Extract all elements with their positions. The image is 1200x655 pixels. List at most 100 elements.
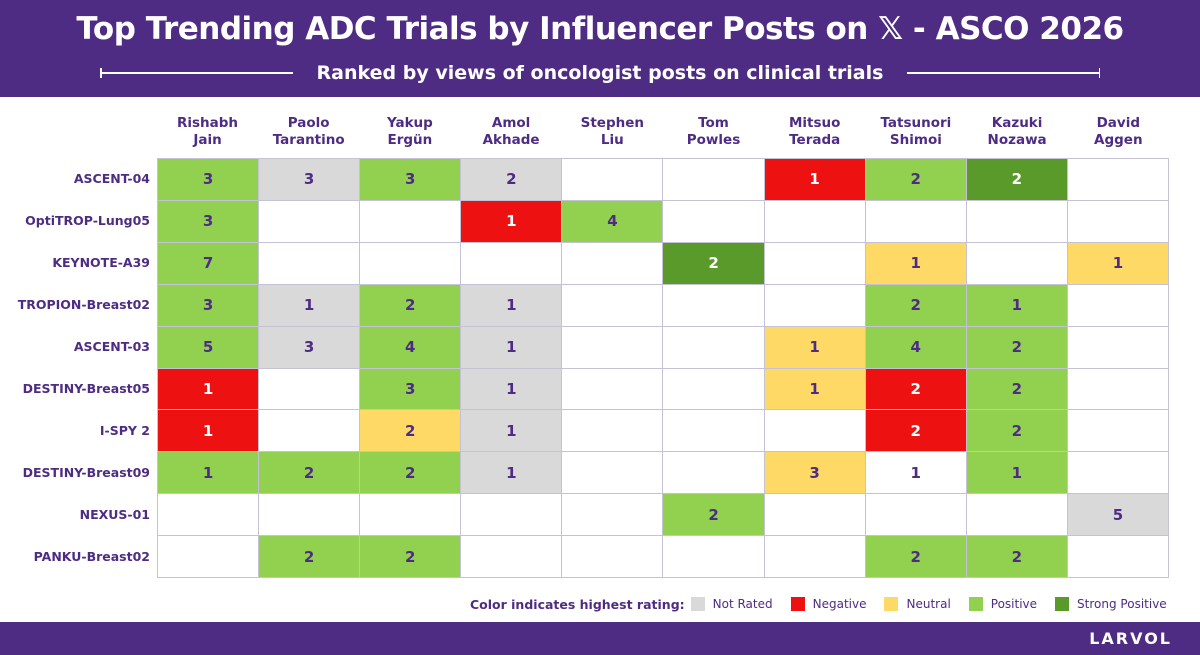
column-header-line2: Tarantino xyxy=(272,132,345,148)
heatmap-cell: 1 xyxy=(966,452,1068,495)
row-label: ASCENT-03 xyxy=(73,339,150,354)
heatmap-cell xyxy=(1067,159,1169,201)
heatmap-cell: 1 xyxy=(158,368,260,411)
legend-item: Neutral xyxy=(884,597,951,611)
legend-label: Not Rated xyxy=(712,597,773,611)
heatmap-cell xyxy=(461,494,563,537)
column-header-line1: Tom xyxy=(698,115,729,131)
heatmap-cell: 2 xyxy=(461,159,563,201)
heatmap-cell: 2 xyxy=(360,410,462,453)
row-label: DESTINY-Breast05 xyxy=(22,381,150,396)
heatmap-cell xyxy=(562,452,664,495)
row-label: PANKU-Breast02 xyxy=(33,549,150,564)
heatmap-cell: 1 xyxy=(1067,242,1169,285)
heatmap-cell xyxy=(562,326,664,369)
heatmap-cell xyxy=(259,494,361,537)
heatmap-cell: 1 xyxy=(461,200,563,243)
column-header: David Aggen xyxy=(1068,115,1169,149)
heatmap-cell xyxy=(259,242,361,285)
column-header: Tom Powles xyxy=(663,115,764,149)
legend-item: Strong Positive xyxy=(1055,597,1167,611)
heatmap-cell xyxy=(764,494,866,537)
heatmap-cell: 1 xyxy=(461,452,563,495)
heatmap-cell: 1 xyxy=(764,368,866,411)
heatmap-cell: 3 xyxy=(259,159,361,201)
column-header-line1: Paolo xyxy=(287,115,330,131)
heatmap-cell xyxy=(562,368,664,411)
legend-items: Not Rated Negative Neutral Positive Strong P… xyxy=(690,597,1167,611)
column-header-line1: Amol xyxy=(491,115,531,131)
heatmap-cell xyxy=(663,159,765,201)
heatmap-cell xyxy=(562,494,664,537)
heatmap-cell: 2 xyxy=(966,536,1068,578)
column-header-line2: Liu xyxy=(600,132,624,148)
legend-swatch xyxy=(690,597,705,611)
row-label: TROPION-Breast02 xyxy=(17,297,150,312)
heatmap-cell xyxy=(562,159,664,201)
heatmap-cell xyxy=(562,536,664,578)
row-label: DESTINY-Breast09 xyxy=(22,465,150,480)
heatmap-cell xyxy=(360,200,462,243)
heatmap-cell xyxy=(562,242,664,285)
heatmap-cell: 2 xyxy=(966,159,1068,201)
heatmap-cell: 4 xyxy=(865,326,967,369)
heatmap-cell xyxy=(764,200,866,243)
heatmap-cell: 2 xyxy=(966,368,1068,411)
column-header-line2: Aggen xyxy=(1094,132,1143,148)
heatmap-cell xyxy=(360,242,462,285)
heatmap-cell: 1 xyxy=(461,284,563,327)
heatmap-cell xyxy=(1067,284,1169,327)
column-header: Kazuki Nozawa xyxy=(967,115,1068,149)
heatmap-cell xyxy=(259,410,361,453)
legend-swatch xyxy=(790,597,805,611)
heatmap-cell xyxy=(1067,200,1169,243)
heatmap-cell xyxy=(764,284,866,327)
heatmap-cell xyxy=(562,410,664,453)
heatmap-cell: 2 xyxy=(966,326,1068,369)
legend-swatch xyxy=(1055,597,1070,611)
heatmap-cell: 4 xyxy=(562,200,664,243)
heatmap-cell: 2 xyxy=(865,368,967,411)
legend-swatch xyxy=(884,597,899,611)
heatmap-cell xyxy=(562,284,664,327)
heatmap-cell: 3 xyxy=(360,368,462,411)
heatmap-cell: 2 xyxy=(259,536,361,578)
column-header-line1: Stephen xyxy=(580,115,644,131)
heatmap-cell: 2 xyxy=(865,284,967,327)
column-header-line1: Yakup xyxy=(386,115,433,131)
heatmap-cell xyxy=(360,494,462,537)
subtitle-rule-right xyxy=(895,65,1100,81)
heatmap-cell: 1 xyxy=(158,452,260,495)
heatmap-cell: 3 xyxy=(259,326,361,369)
column-header: Tatsunori Shimoi xyxy=(865,115,966,149)
column-header-line1: Kazuki xyxy=(991,115,1043,131)
heatmap-cell: 1 xyxy=(764,326,866,369)
heatmap-cell xyxy=(764,536,866,578)
heatmap-cell: 2 xyxy=(259,452,361,495)
heatmap-cell: 1 xyxy=(966,284,1068,327)
row-label: ASCENT-04 xyxy=(73,171,150,186)
heatmap-cell: 2 xyxy=(663,242,765,285)
heatmap-cell xyxy=(1067,536,1169,578)
header-banner: Top Trending ADC Trials by Influencer Po… xyxy=(0,0,1200,97)
subtitle-row: Ranked by views of oncologist posts on c… xyxy=(100,59,1100,87)
legend-swatch xyxy=(968,597,983,611)
heatmap-cell xyxy=(158,494,260,537)
heatmap-cell xyxy=(966,242,1068,285)
column-header: Paolo Tarantino xyxy=(258,115,359,149)
column-header-line1: Mitsuo xyxy=(788,115,841,131)
heatmap-cell xyxy=(1067,452,1169,495)
heatmap-cell xyxy=(461,536,563,578)
column-header: Rishabh Jain xyxy=(157,115,258,149)
heatmap-cell: 2 xyxy=(360,284,462,327)
legend-title: Color indicates highest rating: xyxy=(470,596,685,612)
heatmap-cell: 7 xyxy=(158,242,260,285)
heatmap-cell xyxy=(865,494,967,537)
column-header: Amol Akhade xyxy=(461,115,562,149)
column-header-line2: Powles xyxy=(686,132,741,148)
column-header-line2: Shimoi xyxy=(889,132,942,148)
heatmap-cell: 1 xyxy=(461,368,563,411)
heatmap-cell xyxy=(966,494,1068,537)
heatmap-cell xyxy=(663,200,765,243)
page-title: Top Trending ADC Trials by Influencer Po… xyxy=(76,11,1124,47)
